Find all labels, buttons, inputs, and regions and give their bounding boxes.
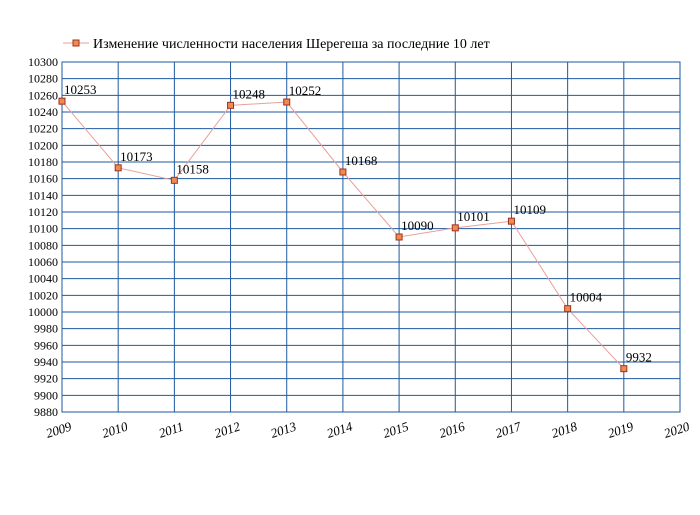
data-point bbox=[620, 365, 628, 373]
x-tick-label: 2013 bbox=[269, 418, 299, 440]
plot-frame bbox=[61, 61, 681, 413]
x-axis: 2009 2010 2011 2012 2013 2014 2015 2016 2017 2018… bbox=[44, 418, 692, 440]
y-tick-label: 10240 bbox=[28, 105, 58, 119]
data-point bbox=[451, 224, 459, 232]
data-label: 10101 bbox=[457, 209, 490, 224]
x-tick-label: 2009 bbox=[44, 418, 74, 440]
y-tick-label: 10060 bbox=[28, 255, 58, 269]
data-label: 10090 bbox=[401, 218, 434, 233]
y-tick-label: 10280 bbox=[28, 72, 58, 86]
data-point bbox=[283, 98, 291, 106]
y-tick-label: 10120 bbox=[28, 205, 58, 219]
data-label: 10252 bbox=[289, 83, 322, 98]
x-tick-label: 2019 bbox=[606, 418, 636, 440]
y-tick-label: 9980 bbox=[34, 322, 58, 336]
data-points bbox=[58, 97, 628, 373]
y-tick-label: 9940 bbox=[34, 355, 58, 369]
x-tick-label: 2014 bbox=[325, 418, 355, 440]
legend: Изменение численности населения Шерегеша… bbox=[63, 37, 490, 52]
y-tick-label: 10300 bbox=[28, 55, 58, 69]
y-tick-label: 10260 bbox=[28, 88, 58, 102]
data-label: 10004 bbox=[570, 290, 603, 305]
y-tick-label: 9960 bbox=[34, 338, 58, 352]
data-labels: 10253 10173 10158 10248 10252 10168 10090 10101… bbox=[64, 82, 652, 365]
y-tick-label: 10100 bbox=[28, 222, 58, 236]
x-tick-label: 2020 bbox=[662, 418, 692, 440]
y-tick-label: 10140 bbox=[28, 188, 58, 202]
x-tick-label: 2017 bbox=[493, 418, 523, 440]
y-tick-label: 9920 bbox=[34, 372, 58, 386]
data-point bbox=[170, 176, 178, 184]
data-point bbox=[395, 233, 403, 241]
data-point bbox=[58, 97, 66, 105]
data-label: 10109 bbox=[513, 202, 546, 217]
x-tick-label: 2018 bbox=[550, 418, 580, 440]
grid bbox=[61, 61, 681, 413]
legend-marker-sample bbox=[72, 39, 80, 47]
x-tick-label: 2010 bbox=[100, 418, 130, 440]
data-point bbox=[114, 164, 122, 172]
y-tick-label: 10080 bbox=[28, 238, 58, 252]
y-tick-label: 10200 bbox=[28, 138, 58, 152]
y-tick-label: 10000 bbox=[28, 305, 58, 319]
x-tick-label: 2012 bbox=[212, 418, 242, 440]
y-tick-label: 10220 bbox=[28, 122, 58, 136]
data-point bbox=[564, 305, 572, 313]
data-label: 10173 bbox=[120, 149, 153, 164]
y-tick-label: 10160 bbox=[28, 172, 58, 186]
data-label: 10168 bbox=[345, 153, 378, 168]
data-point bbox=[227, 101, 235, 109]
y-tick-label: 9880 bbox=[34, 405, 58, 419]
y-tick-label: 10040 bbox=[28, 272, 58, 286]
y-axis: 9880 9900 9920 9940 9960 9980 10000 10020 10040 1… bbox=[28, 55, 58, 419]
y-tick-label: 9900 bbox=[34, 388, 58, 402]
y-tick-label: 10180 bbox=[28, 155, 58, 169]
data-point bbox=[507, 217, 515, 225]
x-tick-label: 2016 bbox=[437, 418, 467, 440]
data-label: 10253 bbox=[64, 82, 97, 97]
x-tick-label: 2015 bbox=[381, 418, 411, 440]
data-label: 9932 bbox=[626, 350, 652, 365]
data-label: 10248 bbox=[233, 86, 266, 101]
data-point bbox=[339, 168, 347, 176]
y-tick-label: 10020 bbox=[28, 288, 58, 302]
x-tick-label: 2011 bbox=[157, 419, 185, 441]
data-label: 10158 bbox=[176, 161, 209, 176]
legend-label: Изменение численности населения Шерегеша… bbox=[93, 37, 490, 52]
